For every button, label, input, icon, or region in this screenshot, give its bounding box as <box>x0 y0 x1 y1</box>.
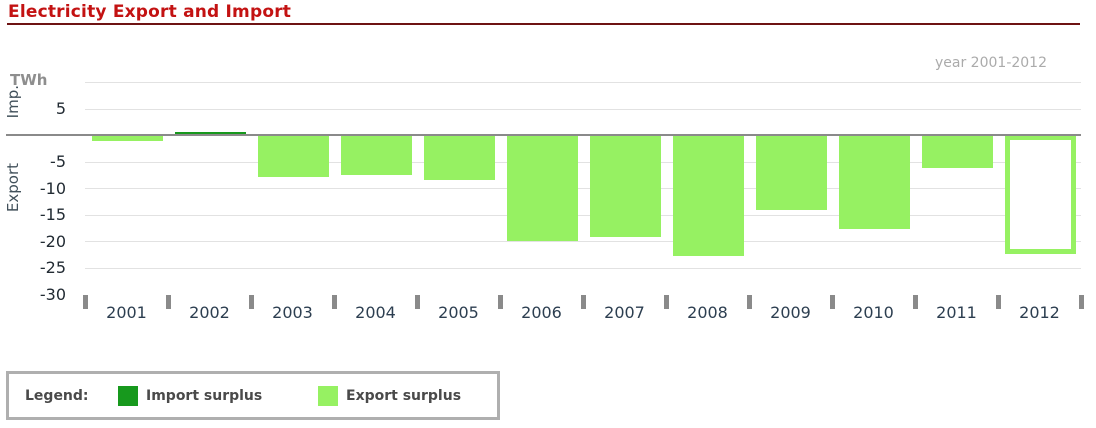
x-tick-label: 2009 <box>770 303 811 322</box>
x-tick-label: 2001 <box>106 303 147 322</box>
x-tick-label: 2007 <box>604 303 645 322</box>
x-tick <box>581 295 586 309</box>
y-axis-unit-label: TWh <box>10 71 48 89</box>
zero-line <box>6 134 1081 136</box>
legend-box: Legend: Import surplus Export surplus <box>6 371 500 420</box>
bar-2003 <box>258 135 329 177</box>
x-tick <box>664 295 669 309</box>
chart-subtitle: year 2001-2012 <box>935 55 1047 71</box>
bar-2007 <box>590 135 661 237</box>
x-tick-label: 2008 <box>687 303 728 322</box>
bar-2006 <box>507 135 578 241</box>
bar-2004 <box>341 135 412 175</box>
gridline <box>85 215 1081 216</box>
x-tick <box>747 295 752 309</box>
x-tick <box>415 295 420 309</box>
gridline <box>85 109 1081 110</box>
bar-2005 <box>424 135 495 180</box>
y-tick-label: -5 <box>50 152 66 171</box>
x-tick-label: 2006 <box>521 303 562 322</box>
x-tick <box>498 295 503 309</box>
page-title: Electricity Export and Import <box>8 2 292 22</box>
y-tick-label: 5 <box>55 99 66 118</box>
x-tick <box>1079 295 1084 309</box>
gridline <box>85 241 1081 242</box>
bar-2012 <box>1005 135 1076 254</box>
x-tick <box>913 295 918 309</box>
y-tick-label: -20 <box>39 232 66 251</box>
x-tick-label: 2002 <box>189 303 230 322</box>
legend-item-label: Export surplus <box>346 387 462 404</box>
legend-swatch-export-surplus <box>318 385 338 406</box>
bar-2001 <box>92 135 163 141</box>
y-tick-label: -10 <box>39 179 66 198</box>
x-tick-label: 2003 <box>272 303 313 322</box>
bar-2002 <box>175 132 246 135</box>
bar-2010 <box>839 135 910 229</box>
x-tick <box>166 295 171 309</box>
y-tick-label: -30 <box>39 285 66 304</box>
x-tick <box>996 295 1001 309</box>
x-tick-label: 2012 <box>1019 303 1060 322</box>
gridline <box>85 162 1081 163</box>
x-tick-label: 2004 <box>355 303 396 322</box>
x-tick <box>332 295 337 309</box>
x-tick-label: 2010 <box>853 303 894 322</box>
x-tick-label: 2005 <box>438 303 479 322</box>
gridline <box>85 82 1081 83</box>
legend-item-label: Import surplus <box>146 387 263 404</box>
bar-2009 <box>756 135 827 210</box>
gridline <box>85 268 1081 269</box>
y-tick-label: -15 <box>39 205 66 224</box>
legend-item: Export surplus <box>318 385 462 406</box>
x-tick <box>830 295 835 309</box>
legend-label: Legend: <box>25 387 89 404</box>
gridline <box>85 188 1081 189</box>
bar-2011 <box>922 135 993 168</box>
x-tick-label: 2011 <box>936 303 977 322</box>
title-underline <box>7 23 1080 25</box>
x-tick <box>249 295 254 309</box>
legend-item: Import surplus <box>118 385 263 406</box>
y-tick-label: -25 <box>39 258 66 277</box>
bar-2008 <box>673 135 744 256</box>
x-tick <box>83 295 88 309</box>
legend-swatch-import-surplus <box>118 385 138 406</box>
